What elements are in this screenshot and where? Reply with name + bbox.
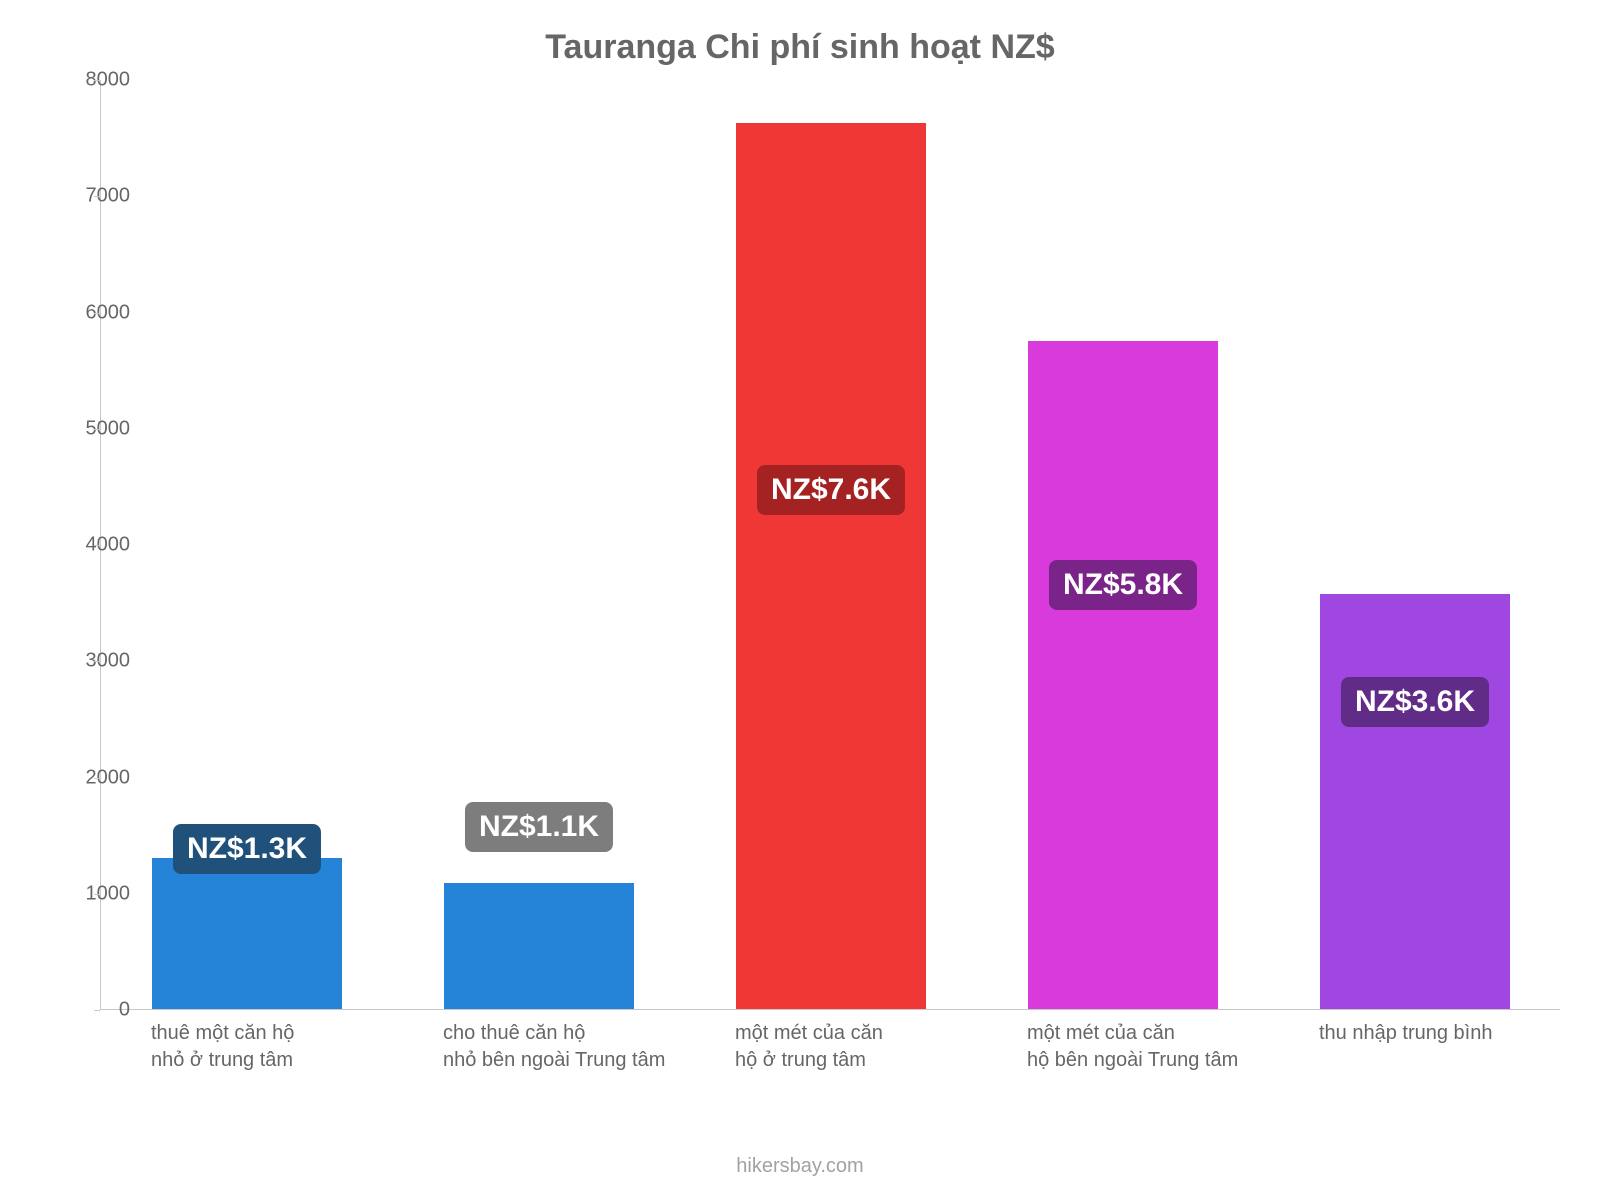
y-tick-mark (94, 196, 100, 197)
y-tick-label: 8000 (50, 69, 130, 92)
bar-value-label: NZ$7.6K (757, 465, 905, 515)
y-tick-mark (94, 80, 100, 81)
y-tick-mark (94, 545, 100, 546)
bar-value-label: NZ$3.6K (1341, 677, 1489, 727)
y-tick-label: 2000 (50, 766, 130, 789)
x-category-label: cho thuê căn hộnhỏ bên ngoài Trung tâm (443, 1020, 735, 1074)
x-category-label: một mét của cănhộ bên ngoài Trung tâm (1027, 1020, 1319, 1074)
y-tick-label: 6000 (50, 301, 130, 324)
chart-title: Tauranga Chi phí sinh hoạt NZ$ (0, 28, 1600, 67)
y-tick-mark (94, 894, 100, 895)
x-category-label: thuê một căn hộnhỏ ở trung tâm (151, 1020, 443, 1074)
bar (1028, 341, 1218, 1009)
bar-value-label: NZ$1.3K (173, 824, 321, 874)
y-tick-label: 3000 (50, 650, 130, 673)
y-tick-label: 7000 (50, 185, 130, 208)
x-category-label: thu nhập trung bình (1319, 1020, 1600, 1047)
y-tick-label: 1000 (50, 882, 130, 905)
chart-container: Tauranga Chi phí sinh hoạt NZ$ NZ$1.3KNZ… (0, 0, 1600, 1200)
bar (1320, 594, 1510, 1009)
y-tick-mark (94, 778, 100, 779)
bar (736, 123, 926, 1009)
y-tick-label: 0 (50, 999, 130, 1022)
bar (444, 883, 634, 1009)
y-tick-mark (94, 313, 100, 314)
credit-text: hikersbay.com (0, 1155, 1600, 1178)
y-tick-mark (94, 1010, 100, 1011)
bar-value-label: NZ$1.1K (465, 802, 613, 852)
y-tick-label: 5000 (50, 417, 130, 440)
y-tick-label: 4000 (50, 534, 130, 557)
bar (152, 858, 342, 1009)
bar-value-label: NZ$5.8K (1049, 560, 1197, 610)
x-category-label: một mét của cănhộ ở trung tâm (735, 1020, 1027, 1074)
y-tick-mark (94, 661, 100, 662)
y-tick-mark (94, 429, 100, 430)
plot-area: NZ$1.3K NZ$1.1K NZ$7.6K NZ$5.8K NZ$3.6K (100, 80, 1560, 1010)
